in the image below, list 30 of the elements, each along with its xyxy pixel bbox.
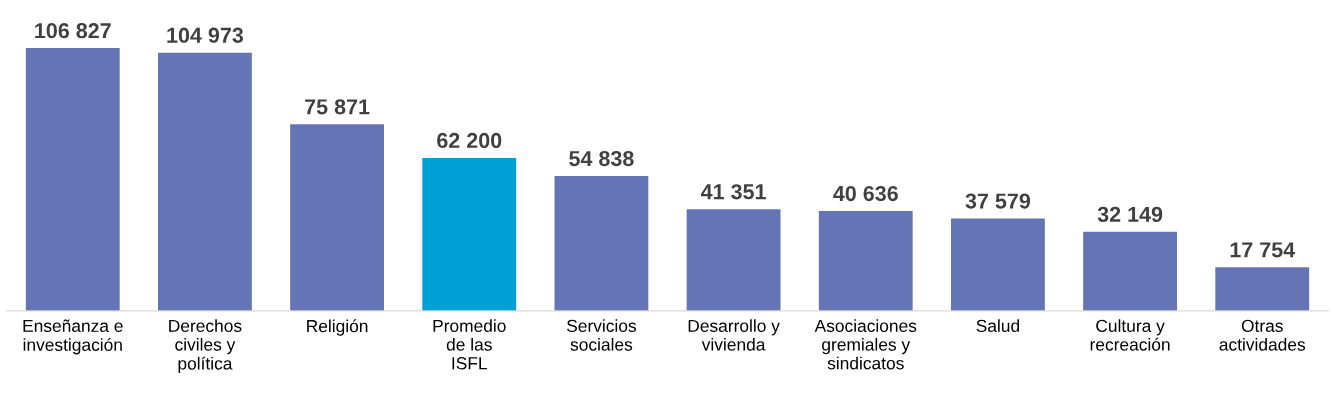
x-tick-label: Religión <box>307 319 368 336</box>
x-tick-label: Asociaciones gremiales y sindicatos <box>814 319 917 370</box>
data-label: 75 871 <box>305 99 370 115</box>
bar <box>290 124 385 311</box>
data-label: 104 973 <box>167 27 244 43</box>
data-label: 37 579 <box>965 193 1031 209</box>
bar <box>1215 267 1310 311</box>
bar <box>950 218 1045 311</box>
x-tick-label: Servicios sociales <box>566 319 637 351</box>
data-label: 41 351 <box>700 184 766 200</box>
x-tick-label: Otras actividades <box>1219 319 1306 351</box>
bar <box>422 157 517 311</box>
data-label: 17 754 <box>1230 242 1296 258</box>
bar <box>25 48 120 311</box>
bar <box>686 209 781 311</box>
x-tick-label: Salud <box>976 319 1019 332</box>
bar <box>554 176 649 311</box>
data-label: 32 149 <box>1097 206 1163 223</box>
data-label: 54 838 <box>569 150 634 167</box>
data-label: 40 636 <box>833 185 898 202</box>
x-tick-label: Promedio de las ISFL <box>433 319 506 370</box>
data-label: 62 200 <box>437 132 502 149</box>
bar <box>818 210 913 311</box>
x-tick-label: Desarrollo y vivienda <box>688 319 780 351</box>
x-tick-label: Cultura y recreación <box>1090 319 1170 351</box>
bar <box>158 52 252 311</box>
data-label: 106 827 <box>35 23 111 39</box>
bar <box>1083 231 1177 311</box>
x-tick-label: Derechos civiles y política <box>169 319 242 374</box>
x-tick-label: Enseñanza e investigación <box>23 319 123 355</box>
